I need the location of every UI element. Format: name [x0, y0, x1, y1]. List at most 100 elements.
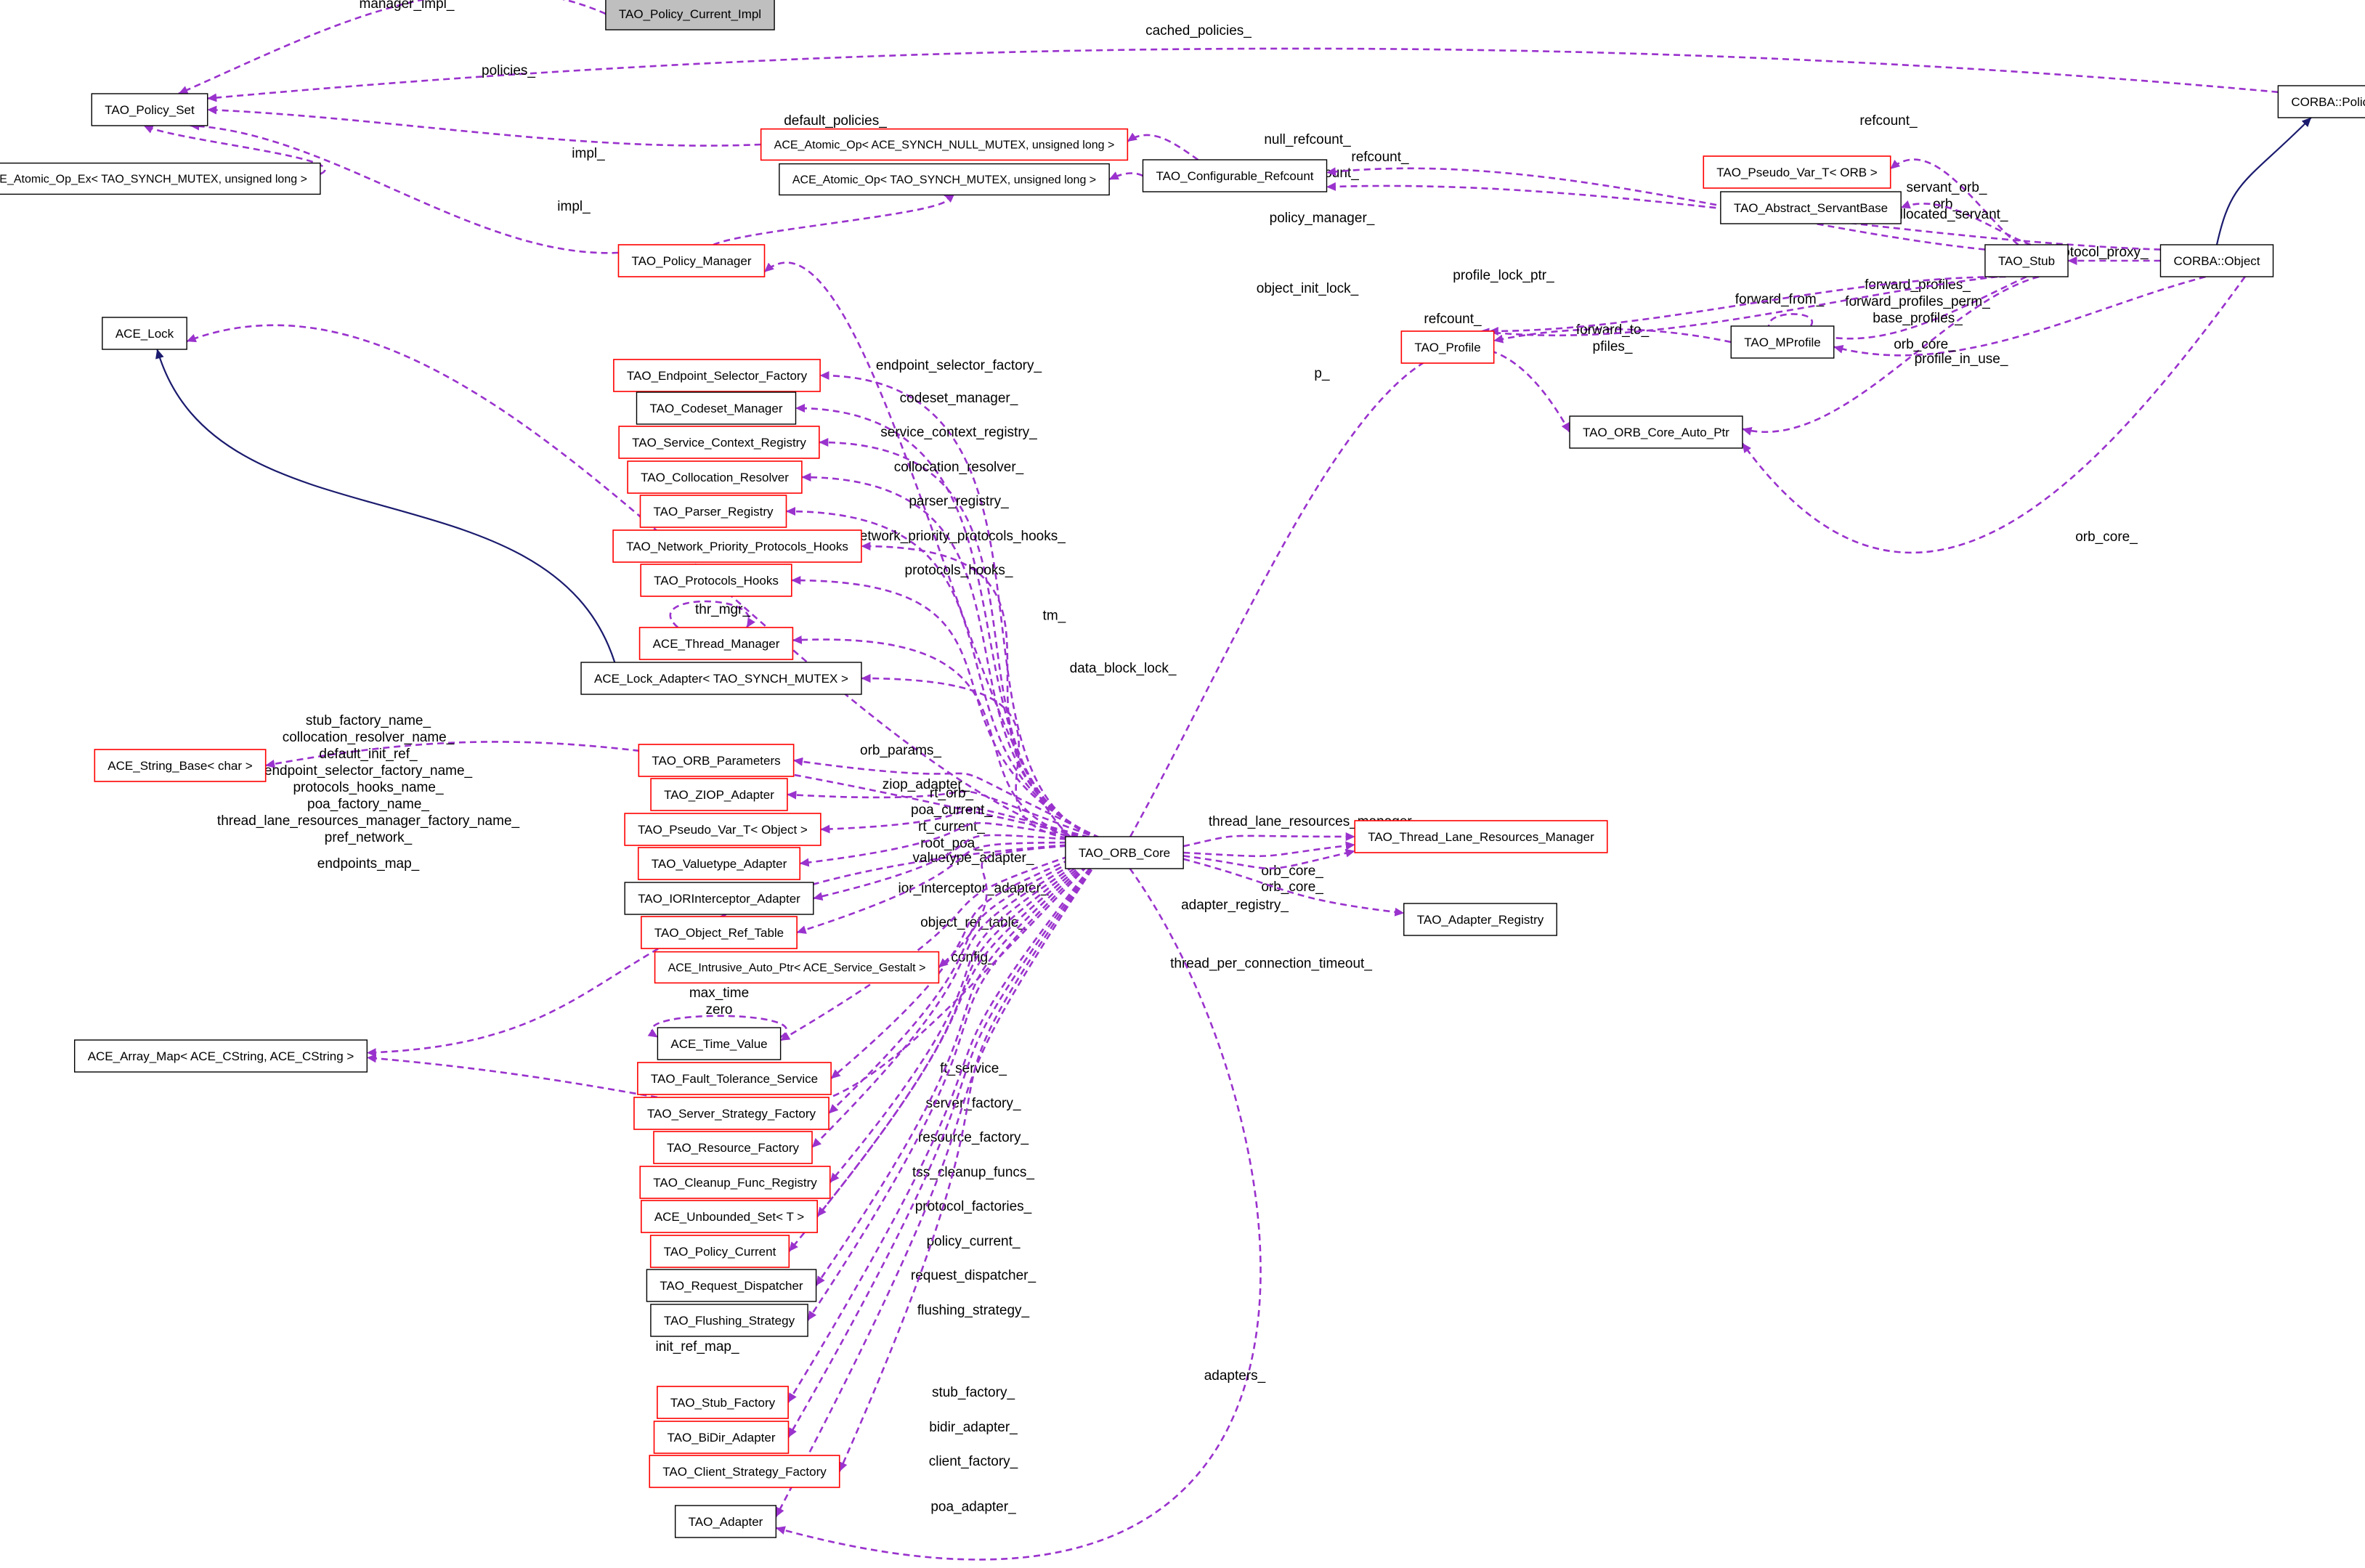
- svg-text:p_: p_: [1314, 366, 1330, 381]
- svg-text:thread_per_connection_timeout_: thread_per_connection_timeout_: [1170, 956, 1372, 972]
- svg-text:protocols_hooks_: protocols_hooks_: [905, 563, 1013, 578]
- svg-text:TAO_Policy_Current: TAO_Policy_Current: [664, 1245, 776, 1259]
- svg-text:thr_mgr_: thr_mgr_: [695, 602, 750, 617]
- svg-text:endpoint_selector_factory_name: endpoint_selector_factory_name_: [264, 763, 473, 779]
- svg-text:TAO_Endpoint_Selector_Factory: TAO_Endpoint_Selector_Factory: [627, 369, 808, 383]
- svg-text:refcount_: refcount_: [1351, 150, 1409, 165]
- svg-text:CORBA::Policy: CORBA::Policy: [2291, 95, 2365, 109]
- svg-text:orb_params_: orb_params_: [860, 743, 941, 758]
- svg-text:TAO_ORB_Core_Auto_Ptr: TAO_ORB_Core_Auto_Ptr: [1583, 426, 1729, 439]
- svg-text:TAO_Abstract_ServantBase: TAO_Abstract_ServantBase: [1734, 201, 1888, 215]
- svg-text:stub_factory_: stub_factory_: [932, 1385, 1015, 1400]
- svg-text:collocated_servant_: collocated_servant_: [1886, 207, 2008, 222]
- svg-text:network_priority_protocols_hoo: network_priority_protocols_hooks_: [852, 529, 1066, 544]
- svg-text:service_context_registry_: service_context_registry_: [880, 425, 1037, 440]
- svg-text:protocol_factories_: protocol_factories_: [915, 1199, 1032, 1214]
- svg-text:TAO_Parser_Registry: TAO_Parser_Registry: [653, 505, 774, 519]
- svg-text:ACE_Unbounded_Set< T >: ACE_Unbounded_Set< T >: [654, 1210, 804, 1224]
- svg-text:profile_in_use_: profile_in_use_: [1915, 352, 2008, 367]
- svg-text:bidir_adapter_: bidir_adapter_: [929, 1420, 1018, 1435]
- svg-text:endpoints_map_: endpoints_map_: [317, 856, 420, 872]
- svg-text:init_ref_map_: init_ref_map_: [655, 1339, 739, 1354]
- svg-text:TAO_Network_Priority_Protocols: TAO_Network_Priority_Protocols_Hooks: [626, 540, 848, 553]
- svg-text:pfiles_: pfiles_: [1593, 339, 1633, 354]
- svg-text:object_init_lock_: object_init_lock_: [1257, 281, 1359, 296]
- svg-text:TAO_Resource_Factory: TAO_Resource_Factory: [667, 1141, 800, 1155]
- svg-text:TAO_Adapter: TAO_Adapter: [689, 1515, 763, 1529]
- svg-text:TAO_Configurable_Refcount: TAO_Configurable_Refcount: [1156, 169, 1313, 183]
- svg-text:TAO_Pseudo_Var_T< ORB >: TAO_Pseudo_Var_T< ORB >: [1716, 166, 1877, 179]
- svg-text:TAO_Policy_Current_Impl: TAO_Policy_Current_Impl: [619, 7, 761, 21]
- svg-text:TAO_Fault_Tolerance_Service: TAO_Fault_Tolerance_Service: [651, 1072, 818, 1086]
- svg-text:TAO_Thread_Lane_Resources_Mana: TAO_Thread_Lane_Resources_Manager: [1368, 830, 1594, 844]
- svg-text:TAO_Service_Context_Registry: TAO_Service_Context_Registry: [632, 436, 806, 450]
- svg-text:data_block_lock_: data_block_lock_: [1070, 661, 1177, 676]
- svg-text:TAO_Request_Dispatcher: TAO_Request_Dispatcher: [660, 1279, 803, 1293]
- svg-text:policies_: policies_: [482, 63, 535, 78]
- svg-text:collocation_resolver_name_: collocation_resolver_name_: [283, 730, 455, 745]
- svg-text:ACE_Time_Value: ACE_Time_Value: [670, 1037, 767, 1051]
- svg-text:servant_orb_: servant_orb_: [1907, 180, 1987, 195]
- svg-text:TAO_Object_Ref_Table: TAO_Object_Ref_Table: [654, 926, 784, 940]
- svg-text:impl_: impl_: [572, 146, 605, 161]
- svg-text:parser_registry_: parser_registry_: [909, 494, 1009, 509]
- svg-text:policy_manager_: policy_manager_: [1270, 211, 1375, 226]
- svg-text:orb_core_: orb_core_: [2075, 529, 2138, 545]
- svg-text:ACE_Array_Map< ACE_CString, AC: ACE_Array_Map< ACE_CString, ACE_CString …: [88, 1049, 354, 1063]
- svg-text:TAO_MProfile: TAO_MProfile: [1744, 336, 1821, 349]
- svg-text:TAO_Collocation_Resolver: TAO_Collocation_Resolver: [641, 471, 789, 484]
- svg-text:refcount_: refcount_: [1859, 113, 1918, 129]
- svg-text:TAO_Flushing_Strategy: TAO_Flushing_Strategy: [664, 1314, 795, 1328]
- svg-text:zero: zero: [706, 1002, 733, 1017]
- svg-text:null_refcount_: null_refcount_: [1264, 132, 1351, 147]
- svg-text:policy_current_: policy_current_: [927, 1234, 1021, 1249]
- svg-text:base_profiles_: base_profiles_: [1873, 311, 1963, 326]
- svg-text:stub_factory_name_: stub_factory_name_: [306, 713, 431, 728]
- svg-text:ior_interceptor_adapter_: ior_interceptor_adapter_: [898, 881, 1048, 896]
- svg-text:TAO_Policy_Manager: TAO_Policy_Manager: [631, 254, 751, 268]
- svg-text:endpoint_selector_factory_: endpoint_selector_factory_: [876, 358, 1042, 373]
- svg-text:TAO_Pseudo_Var_T< Object >: TAO_Pseudo_Var_T< Object >: [638, 823, 808, 837]
- svg-text:ACE_String_Base< char >: ACE_String_Base< char >: [108, 759, 252, 773]
- svg-text:refcount_: refcount_: [1424, 312, 1482, 327]
- svg-text:ACE_Atomic_Op< TAO_SYNCH_MUTEX: ACE_Atomic_Op< TAO_SYNCH_MUTEX, unsigned…: [792, 174, 1096, 186]
- svg-text:TAO_ORB_Core: TAO_ORB_Core: [1079, 846, 1170, 860]
- svg-text:poa_adapter_: poa_adapter_: [930, 1499, 1016, 1514]
- svg-text:ACE_Lock_Adapter< TAO_SYNCH_MU: ACE_Lock_Adapter< TAO_SYNCH_MUTEX >: [594, 672, 848, 686]
- svg-text:thread_lane_resources_manager_: thread_lane_resources_manager_factory_na…: [217, 813, 520, 829]
- svg-text:request_dispatcher_: request_dispatcher_: [911, 1268, 1037, 1283]
- svg-text:TAO_Valuetype_Adapter: TAO_Valuetype_Adapter: [652, 857, 787, 871]
- svg-text:ACE_Lock: ACE_Lock: [115, 327, 174, 341]
- svg-text:TAO_ORB_Parameters: TAO_ORB_Parameters: [652, 754, 780, 768]
- svg-text:forward_from_: forward_from_: [1735, 292, 1825, 307]
- svg-text:TAO_Client_Strategy_Factory: TAO_Client_Strategy_Factory: [662, 1465, 827, 1479]
- svg-text:TAO_Stub: TAO_Stub: [1998, 254, 2055, 268]
- svg-text:rt_current_: rt_current_: [918, 819, 985, 834]
- svg-text:tm_: tm_: [1043, 609, 1066, 624]
- svg-text:adapter_registry_: adapter_registry_: [1181, 898, 1289, 913]
- svg-text:ft_service_: ft_service_: [940, 1061, 1007, 1076]
- svg-text:resource_factory_: resource_factory_: [918, 1130, 1029, 1145]
- svg-text:collocation_resolver_: collocation_resolver_: [894, 460, 1024, 475]
- svg-text:pref_network_: pref_network_: [325, 830, 413, 845]
- svg-text:adapters_: adapters_: [1204, 1368, 1266, 1384]
- svg-text:TAO_IORInterceptor_Adapter: TAO_IORInterceptor_Adapter: [638, 892, 800, 906]
- svg-text:profile_lock_ptr_: profile_lock_ptr_: [1453, 268, 1554, 283]
- svg-text:rt_orb_: rt_orb_: [930, 786, 974, 801]
- svg-text:flushing_strategy_: flushing_strategy_: [917, 1303, 1030, 1318]
- svg-text:default_init_ref_: default_init_ref_: [319, 747, 418, 762]
- svg-text:client_factory_: client_factory_: [929, 1454, 1018, 1469]
- svg-text:TAO_Cleanup_Func_Registry: TAO_Cleanup_Func_Registry: [653, 1176, 817, 1190]
- svg-text:cached_policies_: cached_policies_: [1145, 23, 1252, 38]
- svg-text:poa_factory_name_: poa_factory_name_: [307, 797, 429, 812]
- svg-text:server_factory_: server_factory_: [926, 1096, 1021, 1111]
- svg-text:max_time: max_time: [689, 986, 749, 1001]
- svg-text:TAO_BiDir_Adapter: TAO_BiDir_Adapter: [668, 1431, 776, 1445]
- svg-text:ACE_Atomic_Op_Ex< TAO_SYNCH_MU: ACE_Atomic_Op_Ex< TAO_SYNCH_MUTEX, unsig…: [0, 173, 307, 185]
- svg-text:codeset_manager_: codeset_manager_: [900, 391, 1018, 406]
- svg-text:manager_impl_: manager_impl_: [360, 0, 455, 12]
- svg-text:ACE_Atomic_Op< ACE_SYNCH_NULL_: ACE_Atomic_Op< ACE_SYNCH_NULL_MUTEX, uns…: [774, 139, 1115, 151]
- svg-text:orb_core_: orb_core_: [1894, 337, 1956, 352]
- svg-text:TAO_Protocols_Hooks: TAO_Protocols_Hooks: [654, 574, 779, 588]
- svg-text:protocols_hooks_name_: protocols_hooks_name_: [293, 780, 443, 795]
